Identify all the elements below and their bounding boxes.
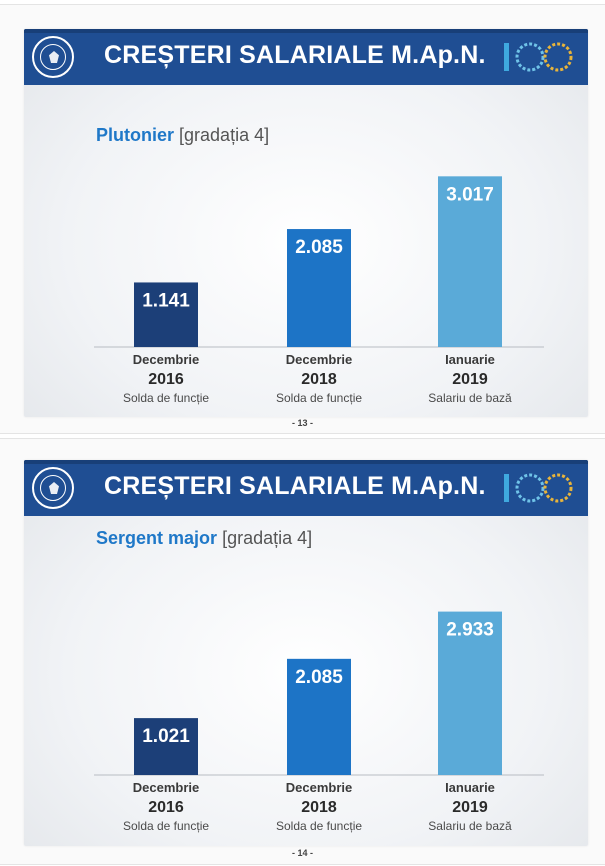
- government-crest-icon: [32, 467, 74, 509]
- category-note-label: Solda de funcție: [123, 819, 209, 833]
- bar-value-label: 2.933: [446, 620, 494, 641]
- bar-2018: [287, 658, 351, 775]
- page-number: - 14 -: [291, 848, 313, 858]
- rank-label: Plutonier: [96, 125, 175, 145]
- category-month-label: Decembrie: [286, 352, 352, 367]
- page-number: - 13 -: [291, 418, 313, 428]
- category-note-label: Salariu de bază: [428, 819, 512, 833]
- category-note-label: Solda de funcție: [276, 819, 362, 833]
- grade-label: [gradația 4]: [222, 528, 313, 548]
- slide-2: CREȘTERI SALARIALE M.Ap.N. Sergent major…: [24, 460, 588, 846]
- bar-2019: [438, 611, 502, 775]
- bar-chart-svg-2: 1.021 Decembrie 2016 Solda de funcție 2.085 D…: [94, 611, 544, 833]
- category-note-label: Solda de funcție: [123, 391, 209, 405]
- category-month-label: Ianuarie: [445, 780, 495, 795]
- centenary-100-logo-icon: [504, 42, 573, 72]
- chart-subtitle: Plutonier [gradația 4]: [96, 125, 269, 146]
- header-band: [24, 460, 588, 464]
- category-month-label: Decembrie: [133, 352, 199, 367]
- bar-chart-svg-1: 1.141 Decembrie 2016 Solda de funcție 2.085 D…: [94, 176, 544, 405]
- bar-2016: [134, 282, 198, 347]
- category-year-label: 2019: [452, 799, 488, 816]
- category-month-label: Decembrie: [133, 780, 199, 795]
- bar-value-label: 1.141: [142, 290, 190, 311]
- category-year-label: 2018: [301, 371, 337, 388]
- category-note-label: Salariu de bază: [428, 391, 512, 405]
- category-year-label: 2018: [301, 799, 337, 816]
- bar-2019: [438, 176, 502, 347]
- slide-1: CREȘTERI SALARIALE M.Ap.N. Plutonier [gr…: [24, 29, 588, 417]
- chart-subtitle: Sergent major [gradația 4]: [96, 528, 312, 549]
- centenary-100-logo-icon: [504, 473, 573, 503]
- bar-value-label: 2.085: [295, 237, 343, 258]
- header-band: [24, 29, 588, 33]
- government-crest-icon: [32, 36, 74, 78]
- rank-label: Sergent major: [96, 528, 218, 548]
- category-note-label: Solda de funcție: [276, 391, 362, 405]
- bar-2018: [287, 229, 351, 347]
- category-year-label: 2019: [452, 371, 488, 388]
- category-month-label: Decembrie: [286, 780, 352, 795]
- slide-header: CREȘTERI SALARIALE M.Ap.N.: [24, 29, 588, 85]
- grade-label: [gradația 4]: [179, 125, 270, 145]
- bar-value-label: 1.021: [142, 726, 190, 747]
- slide-title: CREȘTERI SALARIALE M.Ap.N.: [104, 41, 486, 69]
- slide-header: CREȘTERI SALARIALE M.Ap.N.: [24, 460, 588, 516]
- category-year-label: 2016: [148, 371, 184, 388]
- category-month-label: Ianuarie: [445, 352, 495, 367]
- slide-title: CREȘTERI SALARIALE M.Ap.N.: [104, 472, 486, 500]
- bar-value-label: 3.017: [446, 184, 494, 205]
- bar-value-label: 2.085: [295, 667, 343, 688]
- bar-2016: [134, 718, 198, 775]
- category-year-label: 2016: [148, 799, 184, 816]
